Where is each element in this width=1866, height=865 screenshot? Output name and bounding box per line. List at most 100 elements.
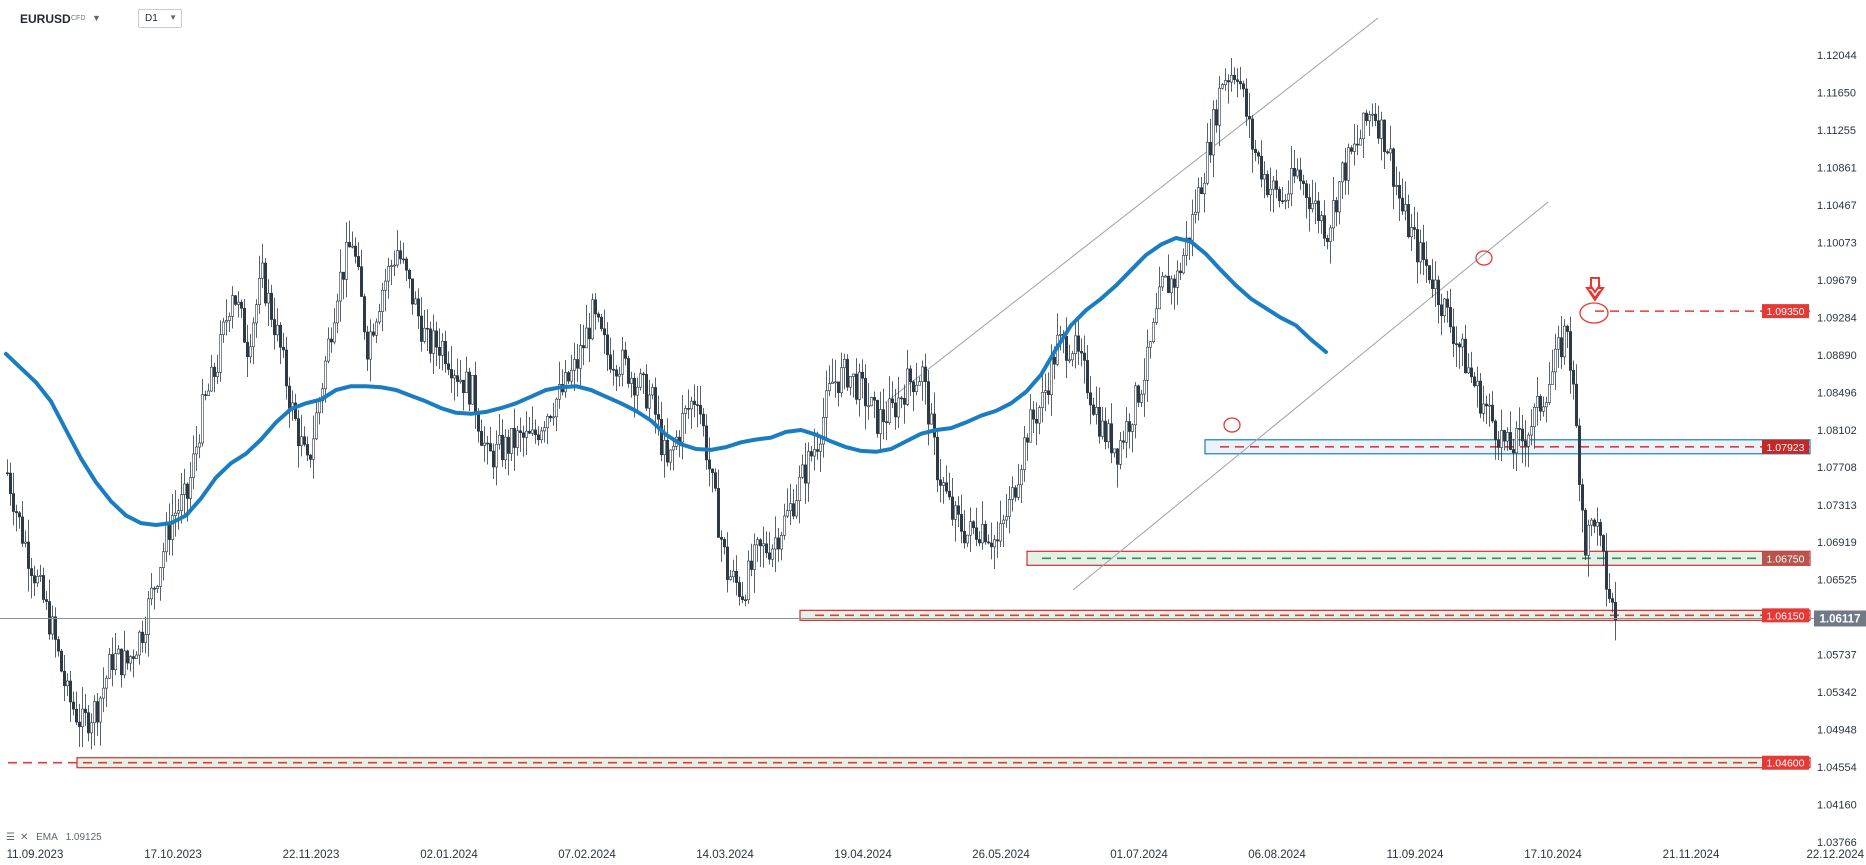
candle [572,342,576,391]
candle [470,375,474,405]
candle [356,242,360,271]
candle [1071,350,1075,367]
symbol-name[interactable]: EURUSD [20,12,71,26]
candle [626,355,630,388]
candle [827,365,831,397]
candle [1422,224,1426,276]
candle [192,435,196,490]
candle [440,333,444,371]
candle [554,397,558,432]
candle [797,465,801,524]
candle [719,530,723,562]
candle [779,531,783,561]
candle [1019,464,1023,504]
candle [857,363,861,417]
candle [1323,200,1327,247]
candle [1569,316,1573,394]
candle [1119,432,1123,470]
candle [1350,145,1354,155]
candle [1341,161,1345,199]
candle [899,395,903,409]
candle [782,503,786,540]
candle [195,426,199,472]
candle [287,376,291,428]
candle [461,379,465,411]
candle [1338,180,1342,225]
candle [1209,118,1213,163]
candle [44,591,48,610]
candle [1512,438,1516,469]
level-price-tag: 1.07923 [1762,439,1809,454]
candle [959,494,963,544]
candle [350,231,354,249]
timeframe-select[interactable]: D1 ▼ [138,9,182,28]
settings-lines-icon[interactable]: ☰ [6,832,15,843]
candle [1263,161,1267,199]
candle [213,362,217,393]
candle [204,390,208,401]
candle [105,675,109,707]
candle [1575,364,1579,428]
candle [1488,393,1492,427]
candle [141,620,145,653]
candle [422,310,426,344]
candle [452,369,456,401]
caret-down-icon[interactable]: ▼ [92,13,101,23]
candle [1068,344,1072,364]
candle [135,651,139,659]
candle [1218,76,1222,147]
level-price-text: 1.06750 [1767,553,1805,565]
candle [117,645,121,655]
candle [971,520,975,535]
candle [1128,413,1132,449]
candle [506,429,510,476]
ema-line [4,235,1328,527]
axis-layer: 1.12044 1.11650 1.11255 1.10861 1.10467 1.100… [0,50,1866,861]
candle [1212,100,1216,178]
candle [893,389,897,430]
candle [944,465,948,494]
candle [1242,80,1246,98]
candle [389,259,393,285]
candle [935,431,939,493]
candle [557,361,561,409]
candle [542,421,546,443]
candle [1515,421,1519,472]
candle [692,384,696,418]
y-tick-label: 1.07708 [1817,462,1857,474]
candle [1077,320,1081,365]
ema-line-layer [4,235,1328,527]
x-tick-label: 17.10.2024 [1524,849,1582,861]
level-price-tag: 1.06750 [1762,551,1809,566]
candle [737,576,741,606]
candle [84,693,88,726]
candle [1377,105,1381,144]
candle [638,368,642,391]
candle [485,435,489,465]
candle [746,550,750,604]
candle [917,376,921,386]
candle [1527,432,1531,468]
candle [189,462,193,508]
x-tick-label: 21.11.2024 [1663,849,1720,861]
candle [1158,266,1162,310]
candle [341,271,345,300]
y-tick-label: 1.10073 [1817,237,1857,249]
candle [383,268,387,312]
close-icon[interactable]: ✕ [19,832,29,843]
candle [281,332,285,358]
candle [1200,177,1204,195]
channel-lines [884,17,1549,591]
candle [1329,224,1333,264]
candle [1164,274,1168,278]
candle [833,359,837,398]
candle [752,533,756,593]
y-tick-label: 1.03766 [1817,837,1857,849]
candle [1386,149,1390,155]
candle [482,426,486,462]
candle [866,383,870,420]
candle [641,371,645,394]
candle [1146,329,1150,403]
candle [410,278,414,315]
